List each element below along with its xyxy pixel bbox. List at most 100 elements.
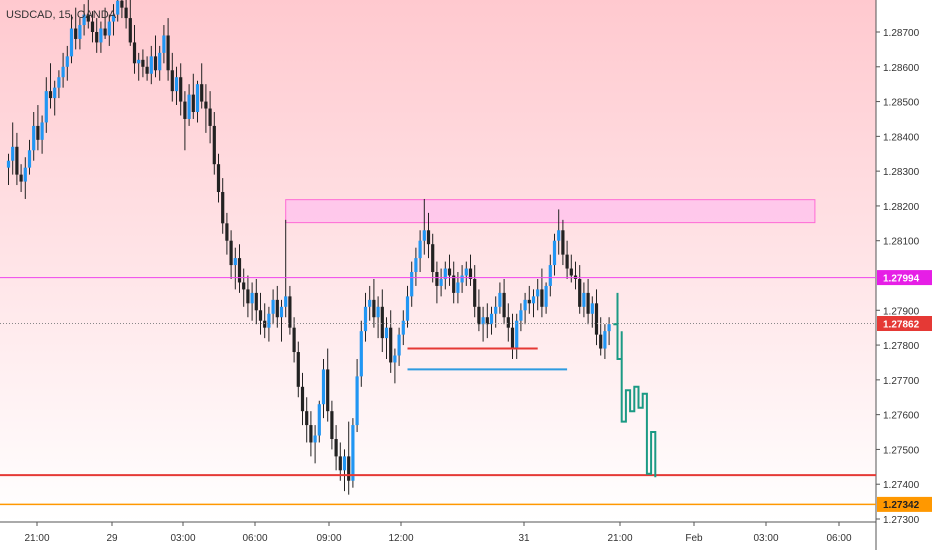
candle-body	[267, 313, 271, 328]
candle	[120, 0, 124, 19]
price-label-box	[877, 316, 932, 332]
candle-body	[48, 91, 53, 99]
candle-body	[191, 94, 195, 113]
candle-body	[410, 272, 414, 297]
candle-body	[149, 56, 153, 74]
candle	[439, 268, 443, 297]
candle-body	[275, 299, 279, 318]
symbol-title: USDCAD, 15, OANDA	[6, 9, 117, 21]
candle-body	[452, 275, 456, 293]
candle	[246, 275, 250, 318]
candle	[6, 153, 11, 186]
projection-path[interactable]	[613, 292, 657, 478]
candle	[342, 449, 347, 492]
candle	[363, 292, 368, 342]
x-tick-label: 06:00	[242, 533, 267, 544]
candle	[195, 80, 200, 123]
candle	[116, 0, 120, 22]
candle	[57, 70, 61, 99]
candle-body	[376, 306, 380, 318]
candle-body	[288, 296, 292, 328]
candle-body	[498, 292, 502, 307]
candle-body	[69, 28, 74, 57]
candle	[359, 320, 363, 387]
x-tick-label: 03:00	[753, 533, 778, 544]
candle-body	[506, 317, 510, 328]
candle-body	[305, 411, 309, 426]
candle-body	[61, 66, 65, 78]
candle	[279, 299, 284, 342]
y-tick-label: 1.27800	[883, 341, 920, 352]
candle-body	[561, 230, 565, 255]
candle	[347, 421, 351, 495]
candle-body	[393, 355, 397, 363]
candle	[414, 247, 418, 286]
candle-body	[326, 369, 330, 412]
candle-body	[90, 21, 95, 32]
candle-body	[447, 268, 452, 276]
candle	[548, 254, 552, 297]
candle-body	[603, 331, 607, 349]
candle	[489, 306, 494, 335]
y-tick-label: 1.27900	[883, 306, 920, 317]
candle	[557, 209, 561, 255]
candle-body	[65, 56, 69, 67]
candle	[590, 296, 594, 328]
candle-body	[204, 101, 208, 109]
candle-body	[557, 230, 561, 241]
candle	[86, 0, 90, 29]
candle-body	[82, 14, 86, 26]
candle-body	[258, 310, 263, 321]
candle	[523, 292, 527, 325]
candle	[221, 178, 225, 234]
candle	[111, 4, 116, 36]
candle-body	[208, 108, 212, 126]
candle-body	[99, 28, 103, 43]
candle	[561, 219, 565, 266]
candle	[498, 282, 502, 314]
candle-body	[418, 240, 422, 259]
candle-body	[397, 334, 401, 356]
candle	[460, 265, 464, 293]
x-tick-label: 06:00	[826, 533, 851, 544]
candle	[355, 358, 359, 433]
candle	[40, 115, 44, 154]
candle-body	[166, 35, 170, 71]
candle	[284, 219, 288, 318]
candle-body	[11, 146, 15, 161]
candle-body	[19, 174, 23, 182]
candle	[309, 411, 313, 457]
candle-body	[40, 122, 44, 140]
candle-body	[263, 320, 267, 328]
candle	[275, 285, 279, 328]
candle-body	[368, 299, 372, 307]
candle-body	[531, 296, 536, 304]
candle-body	[443, 268, 447, 279]
candle	[405, 285, 410, 328]
resistance-zone[interactable]	[285, 199, 816, 224]
candle	[179, 63, 183, 116]
candle-body	[468, 268, 473, 279]
candle	[27, 139, 32, 175]
x-tick-label: 31	[518, 533, 530, 544]
candle	[351, 418, 355, 488]
candle	[44, 77, 48, 133]
candle-body	[300, 386, 305, 412]
candle-body	[389, 327, 393, 363]
candle-body	[229, 240, 233, 266]
candle-body	[200, 84, 204, 102]
y-tick-label: 1.28700	[883, 28, 920, 39]
candle-body	[519, 310, 523, 321]
candle	[174, 66, 179, 106]
candle-body	[137, 59, 141, 64]
candle-body	[179, 77, 183, 102]
candle-body	[116, 0, 120, 15]
candle-body	[439, 278, 443, 286]
y-tick-label: 1.27300	[883, 515, 920, 526]
candle	[519, 303, 523, 332]
candle	[334, 425, 338, 471]
candle-body	[460, 275, 464, 283]
candle-body	[195, 84, 200, 113]
